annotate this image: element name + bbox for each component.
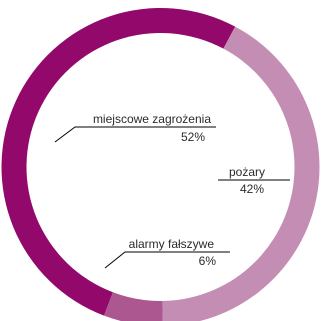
label-group-alarmy-falszywe: alarmy fałszywe 6% xyxy=(104,237,230,269)
slice-label-miejscowe-zagrozenia: miejscowe zagrożenia xyxy=(93,112,211,126)
slice-label-pozary: pożary xyxy=(229,165,265,179)
slice-value-pozary: 42% xyxy=(240,182,264,196)
leader-line-miejscowe-zagrozenia xyxy=(54,126,216,143)
slice-label-alarmy-falszywe: alarmy fałszywe xyxy=(129,237,215,251)
slice-pozary xyxy=(162,26,320,321)
label-group-miejscowe-zagrozenia: miejscowe zagrożenia 52% xyxy=(54,112,216,144)
donut-slices xyxy=(1,7,320,321)
leader-line-alarmy-falszywe xyxy=(104,251,230,269)
label-group-pozary: pożary 42% xyxy=(218,165,290,196)
slice-value-alarmy-falszywe: 6% xyxy=(199,254,217,268)
slice-alarmy-falszywe xyxy=(104,292,163,321)
slice-miejscowe-zagrozenia xyxy=(1,7,236,316)
slice-value-miejscowe-zagrozenia: 52% xyxy=(181,130,205,144)
